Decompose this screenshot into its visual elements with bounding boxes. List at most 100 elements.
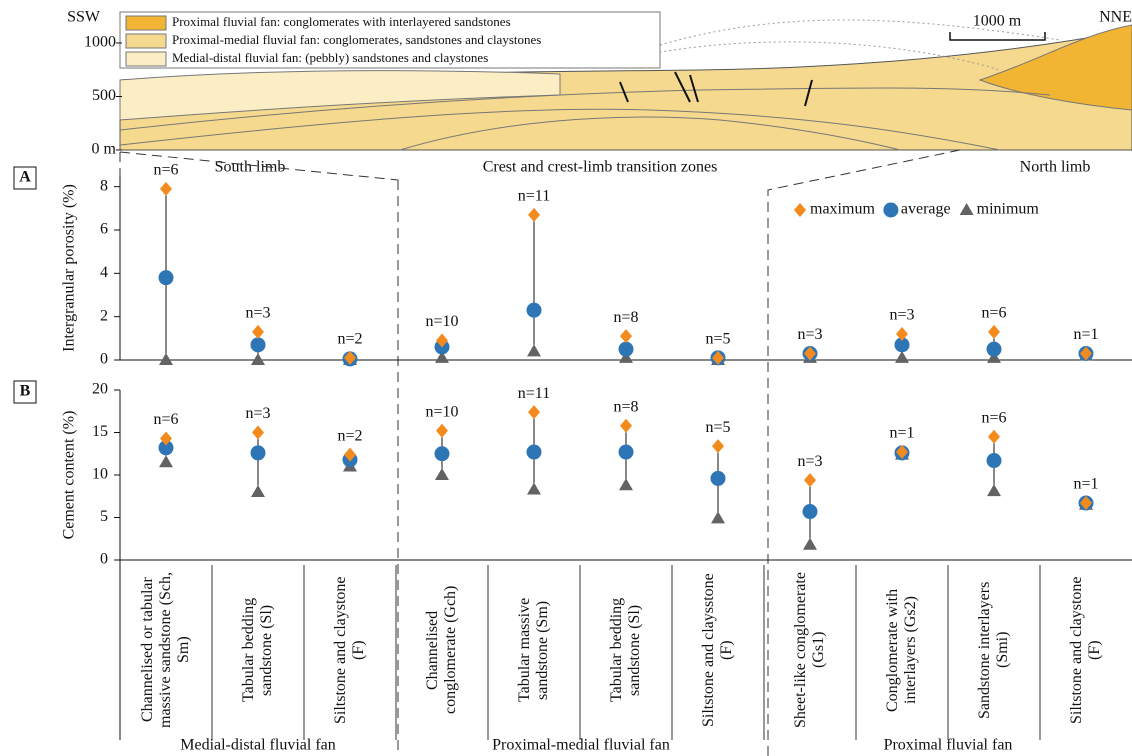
y-tick-label: 0 [100,551,108,568]
n-label: n=6 [153,411,178,428]
zone-label: North limb [1020,159,1091,176]
y-tick-label: 20 [92,381,108,398]
max-marker [252,426,264,440]
n-label: n=1 [889,425,914,442]
n-label: n=2 [337,331,362,348]
n-label: n=3 [797,453,822,470]
n-label: n=6 [981,305,1006,322]
x-tick-label: Channelised or tabular massive sandstone… [139,566,193,734]
y-axis-title: Cement content (%) [61,411,78,540]
x-tick-label: Channelised conglomerate (Gch) [424,566,460,734]
section-legend-label: Medial-distal fluvial fan: (pebbly) sand… [172,50,488,65]
legend-label: average [901,201,951,218]
x-tick-label: Conglomerate with interlayers (Gs2) [884,566,920,734]
n-label: n=2 [337,427,362,444]
section-left-label: SSW [67,9,101,26]
min-marker [159,455,173,467]
max-marker [528,208,540,222]
avg-marker [987,342,1002,357]
max-marker [712,439,724,453]
n-label: n=5 [705,419,730,436]
x-tick-label: Sandstone interlayers (Smi) [976,566,1012,734]
scale-label: 1000 m [973,13,1022,30]
avg-marker [803,504,818,519]
legend-swatch [126,16,166,30]
y-tick-label: 5 [100,508,108,525]
avg-marker [251,445,266,460]
legend-marker [960,203,974,215]
max-marker [528,405,540,419]
avg-marker [527,445,542,460]
min-marker [619,478,633,490]
max-marker [252,325,264,339]
max-marker [988,430,1000,444]
x-tick-label: Tabular bedding sandstone (Sl) [240,566,276,734]
n-label: n=1 [1073,476,1098,493]
group-label: Medial-distal fluvial fan [180,737,336,754]
y-tick-label: 2 [100,307,108,324]
n-label: n=11 [518,385,550,402]
n-label: n=8 [613,398,638,415]
n-label: n=10 [425,403,458,420]
avg-marker [251,337,266,352]
n-label: n=10 [425,313,458,330]
x-tick-label: Siltstone and claystone (F) [332,566,368,734]
scale-bar [950,32,1045,40]
max-marker [620,329,632,343]
y-tick-label: 0 [100,351,108,368]
x-tick-label: Tabular massive sandstone (Sm) [516,566,552,734]
legend-swatch [126,52,166,66]
x-tick-label: Siltstone and claysstone (F) [700,566,736,734]
y-tick-label: 15 [92,423,108,440]
legend-label: maximum [810,201,875,218]
avg-marker [159,270,174,285]
legend-swatch [126,34,166,48]
n-label: n=8 [613,309,638,326]
section-right-label: NNE [1099,9,1132,26]
x-tick-label: Siltstone and claystone (F) [1068,566,1104,734]
n-label: n=11 [518,188,550,205]
n-label: n=6 [981,409,1006,426]
min-marker [251,353,265,365]
legend-label: minimum [977,201,1040,218]
min-marker [895,351,909,363]
group-label: Proximal-medial fluvial fan [492,737,670,754]
legend-marker [794,203,806,217]
n-label: n=3 [245,305,270,322]
avg-marker [527,303,542,318]
max-marker [436,424,448,438]
min-marker [803,538,817,550]
panel-label: A [19,169,31,186]
n-label: n=3 [889,307,914,324]
max-marker [620,419,632,433]
zone-label: South limb [215,159,286,176]
avg-marker [987,453,1002,468]
elevation-tick-label: 0 m [92,141,117,158]
cross-section: SSW NNE 1000 m Proximal fluvial fan: con… [67,9,1132,756]
max-marker [160,182,172,196]
max-marker [804,473,816,487]
x-tick-label: Tabular bedding sandstone (Sl) [608,566,644,734]
x-tick-label: Sheet-like conglomerate (Gs1) [792,566,828,734]
n-label: n=3 [245,405,270,422]
min-marker [435,468,449,480]
group-label: Proximal fluvial fan [884,737,1013,754]
y-tick-label: 8 [100,177,108,194]
n-label: n=3 [797,326,822,343]
y-tick-label: 10 [92,466,108,483]
avg-marker [619,445,634,460]
n-label: n=5 [705,331,730,348]
min-marker [159,353,173,365]
min-marker [987,484,1001,496]
panel-label: B [20,383,31,400]
y-tick-label: 6 [100,221,108,238]
min-marker [527,482,541,494]
n-label: n=1 [1073,326,1098,343]
min-marker [251,485,265,497]
figure: SSW NNE 1000 m Proximal fluvial fan: con… [0,0,1132,756]
min-marker [711,511,725,523]
avg-marker [619,342,634,357]
legend-marker [883,203,898,218]
elevation-tick-label: 1000 [84,34,116,51]
section-legend-label: Proximal fluvial fan: conglomerates with… [172,14,511,29]
